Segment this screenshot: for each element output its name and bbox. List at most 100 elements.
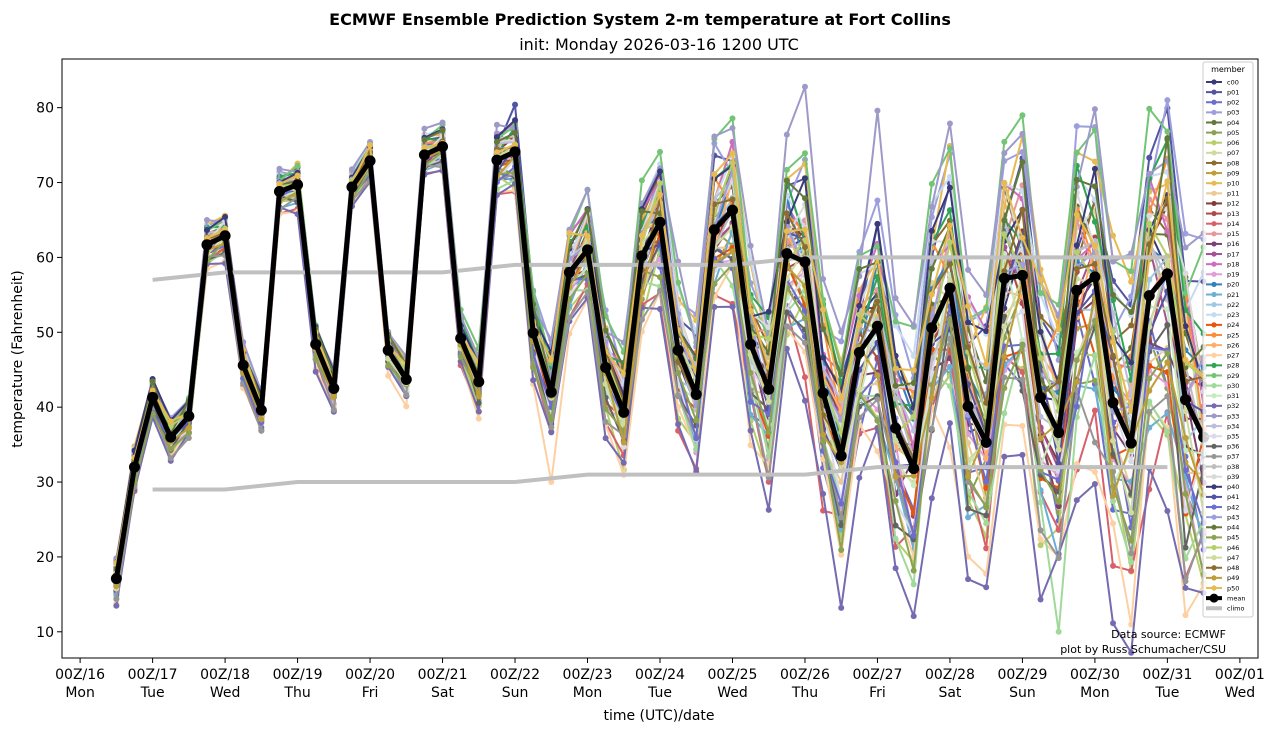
- mean-point: [1107, 397, 1119, 409]
- member-point-p32: [983, 584, 990, 591]
- legend-marker: [1211, 160, 1217, 166]
- member-point-p45: [1146, 375, 1153, 382]
- member-point-p44: [783, 177, 790, 184]
- member-point-p37: [675, 392, 682, 399]
- member-point-p03: [1182, 230, 1189, 237]
- member-point-p49: [965, 473, 972, 480]
- legend-label: p02: [1227, 99, 1239, 107]
- member-point-p27: [403, 403, 410, 410]
- member-point-p47: [1055, 446, 1062, 453]
- legend-label: p05: [1227, 129, 1239, 137]
- member-point-p27: [747, 442, 754, 449]
- x-tick-day-label: Thu: [283, 685, 310, 701]
- member-point-p49: [113, 583, 120, 590]
- member-point-p44: [421, 136, 428, 143]
- member-point-p44: [1164, 135, 1171, 142]
- legend-item-p32: p32: [1206, 402, 1239, 410]
- member-point-p47: [1182, 408, 1189, 415]
- member-point-p49: [1001, 353, 1008, 360]
- legend-marker: [1211, 322, 1217, 328]
- member-point-p44: [1073, 176, 1080, 183]
- member-point-p45: [1073, 357, 1080, 364]
- member-point-p47: [765, 398, 772, 405]
- legend-label: p14: [1227, 220, 1239, 228]
- legend-item-p48: p48: [1206, 564, 1239, 572]
- member-point-p03: [1073, 123, 1080, 130]
- member-point-p47: [856, 386, 863, 393]
- legend-label: p13: [1227, 210, 1239, 218]
- legend-marker: [1211, 109, 1217, 115]
- member-point-p49: [892, 473, 899, 480]
- member-point-p33: [439, 119, 446, 126]
- legend-marker: [1211, 150, 1217, 156]
- legend-label: p15: [1227, 230, 1239, 238]
- member-point-p31: [1182, 447, 1189, 454]
- member-point-p29: [729, 115, 736, 122]
- member-point-p45: [892, 497, 899, 504]
- member-point-p30: [1110, 498, 1117, 505]
- legend-item-mean: mean: [1206, 593, 1245, 603]
- x-axis: 00Z/16 Mon 00Z/17 Tue 00Z/18 Wed 00Z/19 Thu 00Z/…: [55, 658, 1265, 701]
- legend-marker: [1211, 514, 1217, 520]
- member-point-p48: [874, 298, 881, 305]
- legend-marker: [1211, 99, 1217, 105]
- member-point-p33: [783, 131, 790, 138]
- member-point-p27: [1128, 621, 1135, 628]
- member-point-p50: [1182, 356, 1189, 363]
- member-point-p37: [113, 596, 120, 603]
- x-tick-day-label: Thu: [791, 685, 818, 701]
- member-point-p27: [548, 479, 555, 486]
- member-point-p33: [1182, 244, 1189, 251]
- member-point-p44: [910, 379, 917, 386]
- member-point-p40: [1073, 242, 1080, 249]
- legend-label: p48: [1227, 564, 1239, 572]
- legend-marker: [1209, 593, 1219, 603]
- legend-marker: [1211, 281, 1217, 287]
- member-point-p32: [783, 345, 790, 352]
- member-point-p42: [910, 532, 917, 539]
- legend-label: p01: [1227, 88, 1239, 96]
- mean-point: [582, 244, 594, 256]
- member-point-p48: [1001, 268, 1008, 275]
- legend-item-p27: p27: [1206, 352, 1239, 360]
- mean-point: [980, 436, 992, 448]
- legend-item-p05: p05: [1206, 129, 1239, 137]
- member-point-p32: [729, 303, 736, 310]
- legend-label: c00: [1227, 78, 1239, 86]
- member-point-p50: [584, 233, 591, 240]
- member-point-p48: [1073, 266, 1080, 273]
- legend-label: p47: [1227, 554, 1239, 562]
- member-point-p33: [801, 83, 808, 90]
- member-point-p33: [1146, 170, 1153, 177]
- member-point-p33: [729, 125, 736, 132]
- legend-marker: [1211, 565, 1217, 571]
- member-point-p32: [838, 604, 845, 611]
- x-tick-day-label: Fri: [362, 685, 379, 701]
- mean-point: [400, 373, 412, 385]
- member-point-p40: [946, 184, 953, 191]
- legend-label: p36: [1227, 443, 1239, 451]
- legend-marker: [1211, 180, 1217, 186]
- y-tick-label: 60: [36, 250, 54, 266]
- member-point-p32: [965, 576, 972, 583]
- mean-point: [418, 149, 430, 161]
- legend-label: p45: [1227, 534, 1239, 542]
- member-point-p44: [512, 129, 519, 136]
- member-point-p42: [983, 478, 990, 485]
- legend-marker: [1211, 271, 1217, 277]
- member-point-p46: [657, 180, 663, 187]
- member-point-p45: [167, 445, 174, 452]
- member-point-p27: [1091, 468, 1098, 475]
- member-point-p50: [1110, 338, 1117, 345]
- member-point-p40: [856, 302, 863, 309]
- member-point-p42: [838, 500, 845, 507]
- legend-marker: [1211, 130, 1217, 136]
- member-point-p27: [874, 448, 881, 455]
- member-point-p50: [910, 367, 917, 374]
- legend-marker: [1211, 383, 1217, 389]
- legend-item-p45: p45: [1206, 534, 1239, 542]
- member-point-p03: [874, 197, 881, 204]
- member-point-p32: [1019, 451, 1026, 458]
- member-point-p35: [1019, 308, 1026, 315]
- member-point-p45: [457, 353, 464, 360]
